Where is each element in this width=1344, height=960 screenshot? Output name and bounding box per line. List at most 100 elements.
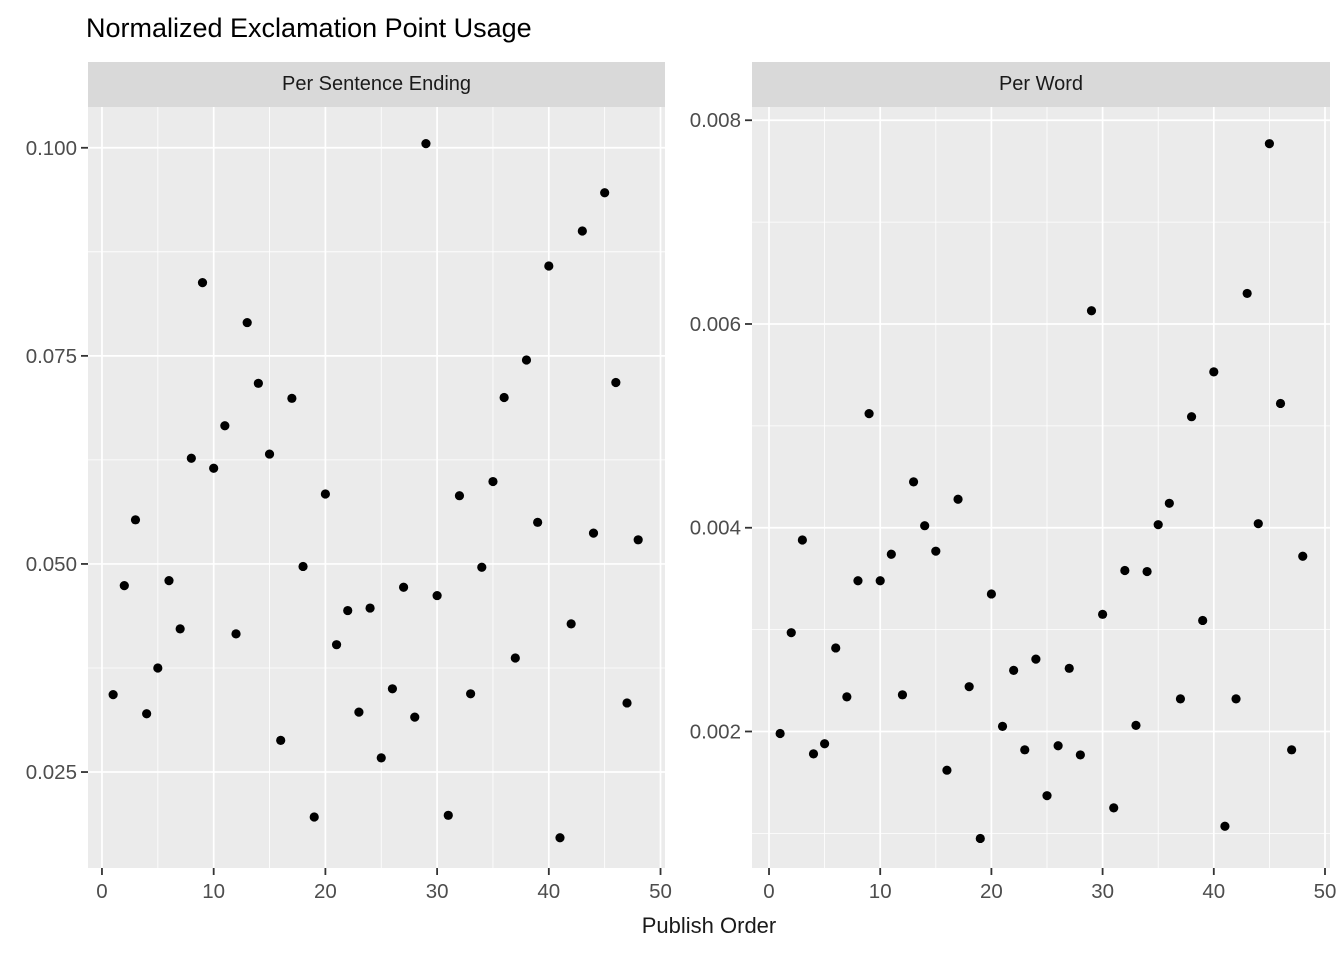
data-point	[611, 377, 621, 388]
data-point	[820, 739, 830, 749]
data-point	[897, 690, 908, 700]
data-point	[220, 421, 230, 431]
data-point	[931, 546, 941, 556]
x-tick-label: 30	[1091, 880, 1114, 903]
data-point	[298, 561, 308, 572]
x-axis-title: Publish Order	[641, 913, 777, 938]
x-tick-label: 40	[537, 880, 560, 903]
data-point	[1287, 745, 1297, 755]
x-tick-label: 0	[96, 880, 107, 903]
data-point	[600, 188, 610, 198]
y-tick-label: 0.075	[26, 345, 77, 368]
x-tick-label: 0	[763, 880, 774, 903]
data-point	[477, 562, 487, 572]
data-point	[331, 640, 342, 650]
data-point	[421, 139, 431, 149]
data-point	[287, 393, 297, 403]
data-point	[209, 463, 219, 473]
data-point	[853, 576, 863, 586]
data-point	[864, 409, 874, 419]
x-tick-label: 30	[426, 880, 449, 903]
data-point	[1086, 306, 1097, 316]
y-tick-label: 0.004	[690, 517, 741, 540]
data-point	[842, 692, 852, 702]
data-point	[1186, 412, 1197, 422]
data-point	[577, 226, 587, 236]
data-point	[622, 698, 632, 708]
data-point	[320, 489, 330, 499]
data-point	[276, 735, 286, 746]
panel-background	[752, 107, 1330, 868]
data-point	[1242, 288, 1252, 299]
data-point	[354, 707, 364, 717]
data-point	[1042, 791, 1052, 801]
chart-title: Normalized Exclamation Point Usage	[86, 13, 532, 43]
data-point	[997, 721, 1008, 731]
data-point	[953, 494, 963, 504]
data-point	[242, 317, 252, 328]
data-point	[264, 449, 275, 459]
data-point	[309, 812, 319, 822]
y-tick-label: 0.050	[26, 553, 77, 576]
data-point	[197, 278, 208, 288]
x-tick-label: 40	[1202, 880, 1225, 903]
data-point	[831, 643, 841, 653]
data-point	[153, 663, 163, 673]
data-point	[510, 653, 520, 663]
y-tick-label: 0.002	[690, 720, 741, 743]
data-point	[1098, 609, 1108, 619]
data-point	[130, 515, 141, 525]
data-point	[1131, 720, 1141, 730]
data-point	[566, 619, 576, 629]
data-point	[1253, 519, 1263, 529]
y-tick-label: 0.100	[26, 137, 77, 160]
data-point	[164, 575, 174, 586]
x-tick-label: 20	[314, 880, 337, 903]
data-point	[410, 712, 420, 722]
data-point	[1220, 821, 1230, 831]
data-point	[119, 580, 129, 591]
y-tick-label: 0.006	[690, 313, 741, 336]
data-point	[1153, 520, 1163, 530]
facet-strip-label: Per Word	[998, 73, 1084, 95]
data-point	[466, 689, 476, 699]
data-point	[555, 833, 565, 843]
data-point	[365, 603, 375, 613]
data-point	[544, 261, 554, 271]
data-point	[975, 833, 985, 844]
x-tick-label: 10	[869, 880, 892, 903]
data-point	[908, 477, 919, 487]
data-point	[886, 549, 896, 559]
data-point	[387, 684, 398, 694]
facet-strip-per-sentence-ending: Per Sentence Ending	[88, 62, 665, 107]
data-point	[808, 749, 819, 759]
data-point	[488, 476, 498, 487]
data-point	[797, 535, 807, 545]
data-point	[1053, 741, 1063, 751]
data-point	[398, 582, 409, 592]
data-point	[1075, 750, 1085, 760]
x-tick-label: 50	[1314, 880, 1337, 903]
data-point	[1120, 565, 1130, 576]
y-tick-label: 0.008	[690, 109, 741, 132]
data-point	[986, 589, 997, 599]
data-point	[231, 629, 241, 639]
data-point	[633, 535, 643, 545]
data-point	[175, 624, 185, 634]
data-point	[499, 392, 509, 403]
data-point	[1109, 803, 1119, 813]
data-point	[1298, 551, 1308, 561]
data-point	[775, 728, 785, 739]
data-point	[875, 576, 885, 586]
data-point	[1231, 694, 1241, 704]
data-point	[432, 590, 442, 601]
panel-background	[88, 107, 665, 868]
data-point	[1198, 615, 1208, 626]
data-point	[964, 682, 974, 692]
data-point	[1164, 498, 1174, 508]
data-point	[588, 528, 599, 538]
data-point	[1142, 566, 1152, 577]
data-point	[942, 765, 952, 775]
